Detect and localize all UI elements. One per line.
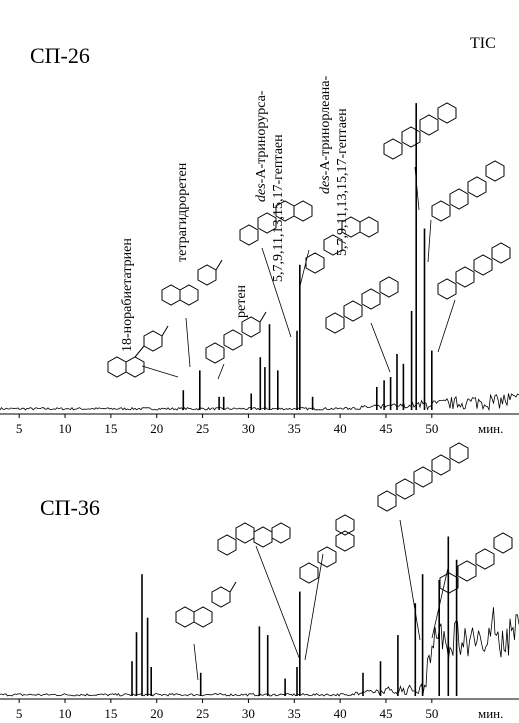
x-tick-label-25: 25: [196, 706, 209, 721]
x-tick-label-20: 20: [150, 421, 163, 436]
sample-title-sp26: СП-26: [30, 43, 90, 68]
x-tick-label-40: 40: [334, 706, 347, 721]
x-ticks-sp36: 5 10 15 20 25 30 35 40 45 50: [16, 699, 438, 721]
structure-pentacyclic-2: [383, 102, 457, 160]
x-tick-label-45: 45: [379, 706, 392, 721]
tic-label: TIC: [470, 35, 496, 52]
structure-trinoroleanaheptaene-sp36: [299, 514, 355, 584]
x-tick-label-50: 50: [425, 706, 438, 721]
x-unit-sp36: мин.: [478, 706, 503, 721]
leader-lines-sp26: [141, 166, 456, 380]
structure-retene: [205, 311, 267, 364]
x-tick-label-10: 10: [59, 706, 72, 721]
x-tick-label-30: 30: [242, 706, 255, 721]
panel-sp26: СП-26 TIC 5 10 15 20 25 30 35 40 45 50 мин. 18-но…: [0, 35, 519, 436]
chromatogram-trace-sp26: [0, 103, 519, 412]
x-unit-sp26: мин.: [478, 421, 503, 436]
structure-tetrahydroretene: [161, 259, 223, 306]
label-18-norabietatriene: 18-норабиетатриен: [120, 238, 135, 352]
x-tick-label-25: 25: [196, 421, 209, 436]
structure-pentacyclic-4: [437, 242, 511, 300]
label-ursa-line2: 5,7,9,11,13,15,17-гептаен: [271, 134, 286, 282]
leader-lines-sp36: [193, 519, 449, 681]
panel-sp36: СП-36 5 10 15 20 25 30 35 40 45 50 мин.: [0, 442, 519, 721]
structure-pentacyclic-sp36-2: [439, 532, 513, 594]
x-tick-label-10: 10: [59, 421, 72, 436]
x-tick-label-20: 20: [150, 706, 163, 721]
x-tick-label-35: 35: [288, 421, 301, 436]
sample-title-sp36: СП-36: [40, 495, 100, 520]
x-tick-label-15: 15: [104, 421, 117, 436]
label-oleana-line1: des-A-тринорлеана-: [318, 76, 333, 194]
label-retene: ретен: [234, 284, 249, 318]
structure-tetrahydroretene-sp36: [175, 581, 237, 628]
structure-pentacyclic-1: [325, 276, 399, 334]
structure-norabietatriene: [107, 325, 169, 378]
structure-trinorursaheptaene-sp36: [217, 522, 291, 556]
structure-trinoroleanaheptaene: [305, 216, 379, 274]
x-tick-label-5: 5: [16, 706, 23, 721]
x-tick-label-5: 5: [16, 421, 23, 436]
x-tick-label-30: 30: [242, 421, 255, 436]
x-tick-label-45: 45: [379, 421, 392, 436]
x-tick-label-15: 15: [104, 706, 117, 721]
label-tetrahydroretene: тетрагидроретен: [175, 162, 190, 262]
structure-pentacyclic-3: [431, 160, 505, 222]
x-tick-label-50: 50: [425, 421, 438, 436]
structure-pentacyclic-sp36-1: [377, 442, 469, 512]
chromatogram-trace-sp36: [0, 536, 519, 697]
x-tick-label-40: 40: [334, 421, 347, 436]
x-ticks-sp26: 5 10 15 20 25 30 35 40 45 50: [16, 414, 438, 436]
label-oleana-line2: 5,7,9,11,13,15,17-гептаен: [335, 108, 350, 256]
x-tick-label-35: 35: [288, 706, 301, 721]
structure-trinorursaheptaene: [239, 200, 313, 246]
label-ursa-line1: des-A-тринорурса-: [254, 90, 269, 202]
